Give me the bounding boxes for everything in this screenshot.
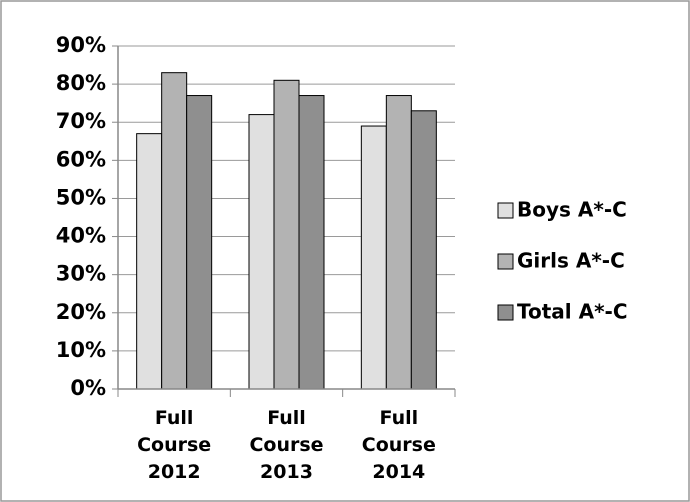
legend-swatch (497, 304, 514, 321)
bar (360, 125, 387, 390)
y-tick-label: 0% (70, 376, 106, 400)
x-tick-label: Full Course 2012 (137, 407, 211, 483)
y-tick-label: 10% (56, 338, 106, 362)
y-tick-label: 90% (56, 33, 106, 57)
y-tick-label: 20% (56, 300, 106, 324)
legend-swatch (497, 202, 514, 219)
y-tick-label: 40% (56, 224, 106, 248)
legend-label: Total A*-C (517, 300, 628, 324)
x-tick-label: Full Course 2013 (249, 407, 323, 483)
y-tick-label: 30% (56, 262, 106, 286)
y-tick-label: 60% (56, 147, 106, 171)
bar (186, 95, 213, 390)
bar (248, 114, 275, 390)
x-tick-label: Full Course 2014 (362, 407, 436, 483)
y-tick-label: 80% (56, 71, 106, 95)
bar (161, 72, 188, 390)
bar (136, 133, 163, 390)
bar (385, 95, 412, 390)
legend-label: Boys A*-C (517, 198, 627, 222)
y-tick-label: 50% (56, 185, 106, 209)
bar (298, 95, 325, 390)
y-tick-label: 70% (56, 109, 106, 133)
legend-label: Girls A*-C (517, 249, 625, 273)
legend-swatch (497, 253, 514, 270)
bar (410, 110, 437, 390)
bar (273, 79, 300, 390)
